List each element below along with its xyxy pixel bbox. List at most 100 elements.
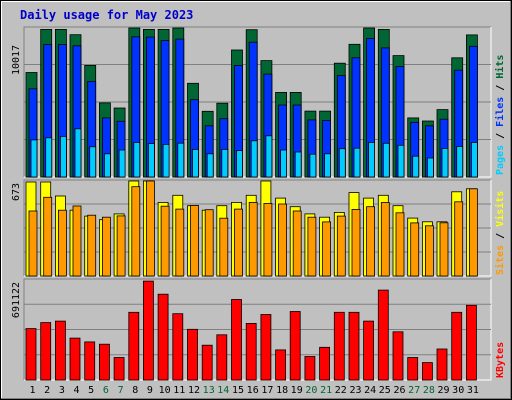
x-label-day-26: 26 <box>393 385 405 396</box>
x-label-day-17: 17 <box>261 385 273 396</box>
bar-pages-day-26 <box>397 144 405 178</box>
bar-pages-day-15 <box>236 150 243 178</box>
bar-kbytes-day-11 <box>172 313 184 381</box>
bar-pages-day-14 <box>221 148 229 178</box>
x-label-day-31: 31 <box>467 385 479 396</box>
bar-sites-day-7 <box>116 215 126 277</box>
bar-sites-day-14 <box>219 217 229 277</box>
bar-sites-day-21 <box>322 221 332 277</box>
bar-pages-day-22 <box>338 148 346 178</box>
bar-sites-day-19 <box>292 210 302 277</box>
bar-sites-day-29 <box>439 222 449 277</box>
legend-files: Files <box>494 97 506 127</box>
bar-pages-day-6 <box>104 153 111 178</box>
bar-sites-day-1 <box>28 210 38 277</box>
x-label-day-14: 14 <box>217 385 229 396</box>
x-label-day-13: 13 <box>203 385 215 396</box>
bar-sites-day-30 <box>454 201 464 277</box>
bar-sites-day-24 <box>366 206 376 277</box>
bar-pages-day-24 <box>368 141 376 178</box>
bar-sites-day-5 <box>87 214 97 277</box>
x-label-day-12: 12 <box>188 385 200 396</box>
x-label-day-16: 16 <box>247 385 259 396</box>
x-label-day-25: 25 <box>379 385 391 396</box>
bar-sites-day-18 <box>278 203 288 277</box>
bar-kbytes-day-25 <box>377 289 389 381</box>
x-label-day-20: 20 <box>305 385 317 396</box>
bar-kbytes-day-23 <box>348 311 360 381</box>
bar-pages-day-10 <box>162 143 170 178</box>
x-label-day-22: 22 <box>335 385 347 396</box>
x-label-day-30: 30 <box>452 385 464 396</box>
bar-kbytes-day-10 <box>157 293 169 381</box>
bar-sites-day-17 <box>263 203 273 277</box>
x-label-day-10: 10 <box>159 385 171 396</box>
chart-bars <box>25 27 478 381</box>
bar-sites-day-26 <box>395 212 405 277</box>
bar-sites-day-10 <box>160 205 170 277</box>
bar-kbytes-day-20 <box>304 356 316 381</box>
bar-sites-day-13 <box>204 209 214 277</box>
legend-kbytes: KBytes <box>495 342 506 378</box>
bar-pages-day-16 <box>250 140 258 178</box>
x-label-day-24: 24 <box>364 385 376 396</box>
x-label-day-18: 18 <box>276 385 288 396</box>
legend-hits-files-pages: Pages / Files / Hits <box>494 55 506 175</box>
bar-pages-day-1 <box>30 139 38 178</box>
bar-sites-day-9 <box>145 180 155 277</box>
bar-pages-day-7 <box>118 149 126 178</box>
bar-sites-day-22 <box>336 215 346 277</box>
bar-pages-day-4 <box>74 128 82 178</box>
bar-kbytes-day-31 <box>465 304 477 381</box>
bar-kbytes-day-13 <box>201 344 213 381</box>
bar-kbytes-day-6 <box>99 343 110 381</box>
x-label-day-8: 8 <box>132 385 138 396</box>
legend-hits: Hits <box>494 55 506 79</box>
bar-kbytes-day-9 <box>142 280 154 381</box>
bar-pages-day-12 <box>192 148 199 178</box>
x-label-day-19: 19 <box>291 385 303 396</box>
bar-pages-day-11 <box>177 142 185 178</box>
bar-kbytes-day-28 <box>421 362 433 381</box>
x-label-day-15: 15 <box>232 385 244 396</box>
bar-sites-day-8 <box>131 186 141 277</box>
x-label-day-9: 9 <box>147 385 153 396</box>
x-label-day-23: 23 <box>349 385 361 396</box>
x-label-day-29: 29 <box>437 385 449 396</box>
x-label-day-27: 27 <box>408 385 420 396</box>
bar-kbytes-day-17 <box>260 314 272 381</box>
bar-kbytes-day-27 <box>407 357 419 381</box>
bar-sites-day-12 <box>190 205 199 277</box>
x-label-day-5: 5 <box>88 385 94 396</box>
kbytes-ymax-label: 691122 <box>11 282 22 318</box>
x-label-day-2: 2 <box>44 385 50 396</box>
bar-pages-day-5 <box>89 146 97 178</box>
bar-pages-day-30 <box>456 146 464 178</box>
bar-sites-day-6 <box>102 216 111 277</box>
bar-kbytes-day-21 <box>319 346 331 381</box>
bar-pages-day-9 <box>147 143 155 178</box>
x-label-day-3: 3 <box>59 385 65 396</box>
x-label-day-4: 4 <box>73 385 79 396</box>
hits-ymax-label: 10017 <box>11 45 22 75</box>
bar-pages-day-23 <box>353 147 361 178</box>
bar-pages-day-2 <box>45 137 53 178</box>
legend-sites: Sites <box>494 245 506 275</box>
bar-kbytes-day-22 <box>333 311 345 381</box>
bar-pages-day-20 <box>309 153 317 178</box>
bar-sites-day-25 <box>380 202 390 277</box>
bar-kbytes-day-12 <box>187 328 198 381</box>
chart-title: Daily usage for May 2023 <box>20 8 193 22</box>
legend-visits-sites: Sites / Visits <box>494 191 506 275</box>
bar-sites-day-3 <box>58 209 67 277</box>
bar-kbytes-day-15 <box>231 299 242 381</box>
bar-pages-day-18 <box>280 149 288 178</box>
bar-sites-day-15 <box>234 208 243 277</box>
bar-kbytes-day-2 <box>40 322 52 381</box>
bar-sites-day-4 <box>72 205 82 277</box>
x-label-day-6: 6 <box>103 385 109 396</box>
x-axis-labels: 1 2 3 4 5 6 7 8 9 10 11 12 13 14 15 16 17 18 19 20 21 22 23 24 2… <box>29 385 478 396</box>
bar-pages-day-31 <box>470 141 478 178</box>
x-label-day-7: 7 <box>118 385 124 396</box>
